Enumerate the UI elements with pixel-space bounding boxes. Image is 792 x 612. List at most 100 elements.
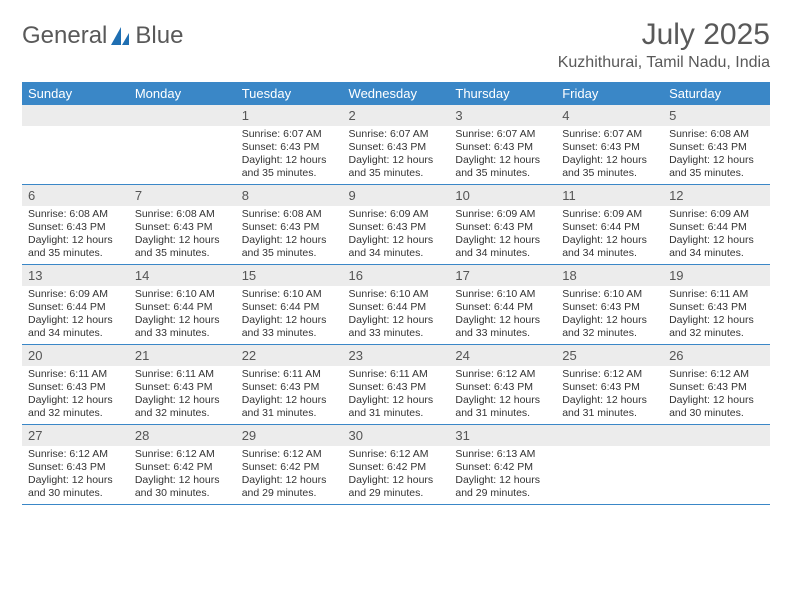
calendar-day-cell: 2Sunrise: 6:07 AMSunset: 6:43 PMDaylight… xyxy=(343,105,450,185)
day-details xyxy=(663,446,770,504)
day-number xyxy=(663,425,770,446)
brand-logo: General Blue xyxy=(22,22,183,50)
calendar-row: 27Sunrise: 6:12 AMSunset: 6:43 PMDayligh… xyxy=(22,425,770,505)
day-number: 17 xyxy=(449,265,556,286)
calendar-day-cell: 28Sunrise: 6:12 AMSunset: 6:42 PMDayligh… xyxy=(129,425,236,505)
day-number: 28 xyxy=(129,425,236,446)
calendar-day-cell: 24Sunrise: 6:12 AMSunset: 6:43 PMDayligh… xyxy=(449,345,556,425)
day-details: Sunrise: 6:12 AMSunset: 6:42 PMDaylight:… xyxy=(129,446,236,504)
day-number: 16 xyxy=(343,265,450,286)
day-details: Sunrise: 6:12 AMSunset: 6:43 PMDaylight:… xyxy=(449,366,556,424)
day-number: 25 xyxy=(556,345,663,366)
day-details: Sunrise: 6:12 AMSunset: 6:42 PMDaylight:… xyxy=(236,446,343,504)
day-details xyxy=(556,446,663,504)
day-details: Sunrise: 6:13 AMSunset: 6:42 PMDaylight:… xyxy=(449,446,556,504)
calendar-row: 20Sunrise: 6:11 AMSunset: 6:43 PMDayligh… xyxy=(22,345,770,425)
day-number: 23 xyxy=(343,345,450,366)
calendar-day-cell: 20Sunrise: 6:11 AMSunset: 6:43 PMDayligh… xyxy=(22,345,129,425)
day-details: Sunrise: 6:09 AMSunset: 6:44 PMDaylight:… xyxy=(556,206,663,264)
day-details: Sunrise: 6:08 AMSunset: 6:43 PMDaylight:… xyxy=(236,206,343,264)
day-details: Sunrise: 6:10 AMSunset: 6:44 PMDaylight:… xyxy=(129,286,236,344)
day-number: 21 xyxy=(129,345,236,366)
calendar-day-cell: 23Sunrise: 6:11 AMSunset: 6:43 PMDayligh… xyxy=(343,345,450,425)
day-details: Sunrise: 6:11 AMSunset: 6:43 PMDaylight:… xyxy=(236,366,343,424)
title-block: July 2025 Kuzhithurai, Tamil Nadu, India xyxy=(558,18,770,72)
calendar-table: SundayMondayTuesdayWednesdayThursdayFrid… xyxy=(22,82,770,505)
day-number: 29 xyxy=(236,425,343,446)
day-details: Sunrise: 6:07 AMSunset: 6:43 PMDaylight:… xyxy=(556,126,663,184)
calendar-day-cell: 25Sunrise: 6:12 AMSunset: 6:43 PMDayligh… xyxy=(556,345,663,425)
day-number: 3 xyxy=(449,105,556,126)
calendar-day-cell: 22Sunrise: 6:11 AMSunset: 6:43 PMDayligh… xyxy=(236,345,343,425)
day-number: 14 xyxy=(129,265,236,286)
calendar-day-cell: 29Sunrise: 6:12 AMSunset: 6:42 PMDayligh… xyxy=(236,425,343,505)
day-details: Sunrise: 6:09 AMSunset: 6:44 PMDaylight:… xyxy=(22,286,129,344)
day-number: 13 xyxy=(22,265,129,286)
calendar-day-cell: 8Sunrise: 6:08 AMSunset: 6:43 PMDaylight… xyxy=(236,185,343,265)
calendar-day-cell: 31Sunrise: 6:13 AMSunset: 6:42 PMDayligh… xyxy=(449,425,556,505)
brand-sail-icon xyxy=(109,25,133,47)
day-details xyxy=(129,126,236,184)
calendar-body: 1 Sunrise: 6:07 AMSunset: 6:43 PMDaylight… xyxy=(22,105,770,505)
month-title: July 2025 xyxy=(558,18,770,52)
day-number: 9 xyxy=(343,185,450,206)
day-number: 15 xyxy=(236,265,343,286)
day-details: Sunrise: 6:09 AMSunset: 6:43 PMDaylight:… xyxy=(343,206,450,264)
day-details: Sunrise: 6:10 AMSunset: 6:43 PMDaylight:… xyxy=(556,286,663,344)
calendar-empty-cell xyxy=(22,105,129,185)
weekday-row: SundayMondayTuesdayWednesdayThursdayFrid… xyxy=(22,82,770,105)
calendar-row: 1 Sunrise: 6:07 AMSunset: 6:43 PMDaylight… xyxy=(22,105,770,185)
day-details: Sunrise: 6:11 AMSunset: 6:43 PMDaylight:… xyxy=(663,286,770,344)
day-number: 7 xyxy=(129,185,236,206)
calendar-day-cell: 3Sunrise: 6:07 AMSunset: 6:43 PMDaylight… xyxy=(449,105,556,185)
day-number: 30 xyxy=(343,425,450,446)
calendar-day-cell: 26Sunrise: 6:12 AMSunset: 6:43 PMDayligh… xyxy=(663,345,770,425)
day-details: Sunrise: 6:11 AMSunset: 6:43 PMDaylight:… xyxy=(129,366,236,424)
weekday-header: Monday xyxy=(129,82,236,105)
calendar-day-cell: 16Sunrise: 6:10 AMSunset: 6:44 PMDayligh… xyxy=(343,265,450,345)
day-details: Sunrise: 6:12 AMSunset: 6:43 PMDaylight:… xyxy=(663,366,770,424)
day-number xyxy=(22,105,129,126)
calendar-row: 6Sunrise: 6:08 AMSunset: 6:43 PMDaylight… xyxy=(22,185,770,265)
day-number: 1 xyxy=(236,105,343,126)
calendar-day-cell: 6Sunrise: 6:08 AMSunset: 6:43 PMDaylight… xyxy=(22,185,129,265)
day-details xyxy=(22,126,129,184)
day-number xyxy=(129,105,236,126)
location-subtitle: Kuzhithurai, Tamil Nadu, India xyxy=(558,54,770,72)
calendar-day-cell: 15Sunrise: 6:10 AMSunset: 6:44 PMDayligh… xyxy=(236,265,343,345)
calendar-day-cell: 9Sunrise: 6:09 AMSunset: 6:43 PMDaylight… xyxy=(343,185,450,265)
calendar-day-cell: 13Sunrise: 6:09 AMSunset: 6:44 PMDayligh… xyxy=(22,265,129,345)
day-number: 2 xyxy=(343,105,450,126)
calendar-empty-cell xyxy=(663,425,770,505)
calendar-day-cell: 27Sunrise: 6:12 AMSunset: 6:43 PMDayligh… xyxy=(22,425,129,505)
weekday-header: Friday xyxy=(556,82,663,105)
calendar-day-cell: 12Sunrise: 6:09 AMSunset: 6:44 PMDayligh… xyxy=(663,185,770,265)
weekday-header: Saturday xyxy=(663,82,770,105)
day-details: Sunrise: 6:12 AMSunset: 6:42 PMDaylight:… xyxy=(343,446,450,504)
calendar-day-cell: 17Sunrise: 6:10 AMSunset: 6:44 PMDayligh… xyxy=(449,265,556,345)
day-number: 27 xyxy=(22,425,129,446)
day-details: Sunrise: 6:08 AMSunset: 6:43 PMDaylight:… xyxy=(663,126,770,184)
calendar-thead: SundayMondayTuesdayWednesdayThursdayFrid… xyxy=(22,82,770,105)
calendar-day-cell: 5Sunrise: 6:08 AMSunset: 6:43 PMDaylight… xyxy=(663,105,770,185)
day-details: Sunrise: 6:07 AMSunset: 6:43 PMDaylight:… xyxy=(449,126,556,184)
day-details: Sunrise: 6:10 AMSunset: 6:44 PMDaylight:… xyxy=(343,286,450,344)
calendar-day-cell: 14Sunrise: 6:10 AMSunset: 6:44 PMDayligh… xyxy=(129,265,236,345)
day-number: 24 xyxy=(449,345,556,366)
day-details: Sunrise: 6:12 AMSunset: 6:43 PMDaylight:… xyxy=(556,366,663,424)
calendar-day-cell: 11Sunrise: 6:09 AMSunset: 6:44 PMDayligh… xyxy=(556,185,663,265)
day-details: Sunrise: 6:09 AMSunset: 6:44 PMDaylight:… xyxy=(663,206,770,264)
calendar-day-cell: 4Sunrise: 6:07 AMSunset: 6:43 PMDaylight… xyxy=(556,105,663,185)
calendar-day-cell: 7Sunrise: 6:08 AMSunset: 6:43 PMDaylight… xyxy=(129,185,236,265)
day-details: Sunrise: 6:10 AMSunset: 6:44 PMDaylight:… xyxy=(449,286,556,344)
day-number: 19 xyxy=(663,265,770,286)
day-number: 11 xyxy=(556,185,663,206)
page-header: General Blue July 2025 Kuzhithurai, Tami… xyxy=(22,18,770,72)
day-details: Sunrise: 6:11 AMSunset: 6:43 PMDaylight:… xyxy=(343,366,450,424)
calendar-day-cell: 21Sunrise: 6:11 AMSunset: 6:43 PMDayligh… xyxy=(129,345,236,425)
calendar-row: 13Sunrise: 6:09 AMSunset: 6:44 PMDayligh… xyxy=(22,265,770,345)
weekday-header: Sunday xyxy=(22,82,129,105)
day-details: Sunrise: 6:08 AMSunset: 6:43 PMDaylight:… xyxy=(129,206,236,264)
calendar-day-cell: 10Sunrise: 6:09 AMSunset: 6:43 PMDayligh… xyxy=(449,185,556,265)
brand-text-1: General xyxy=(22,22,107,50)
